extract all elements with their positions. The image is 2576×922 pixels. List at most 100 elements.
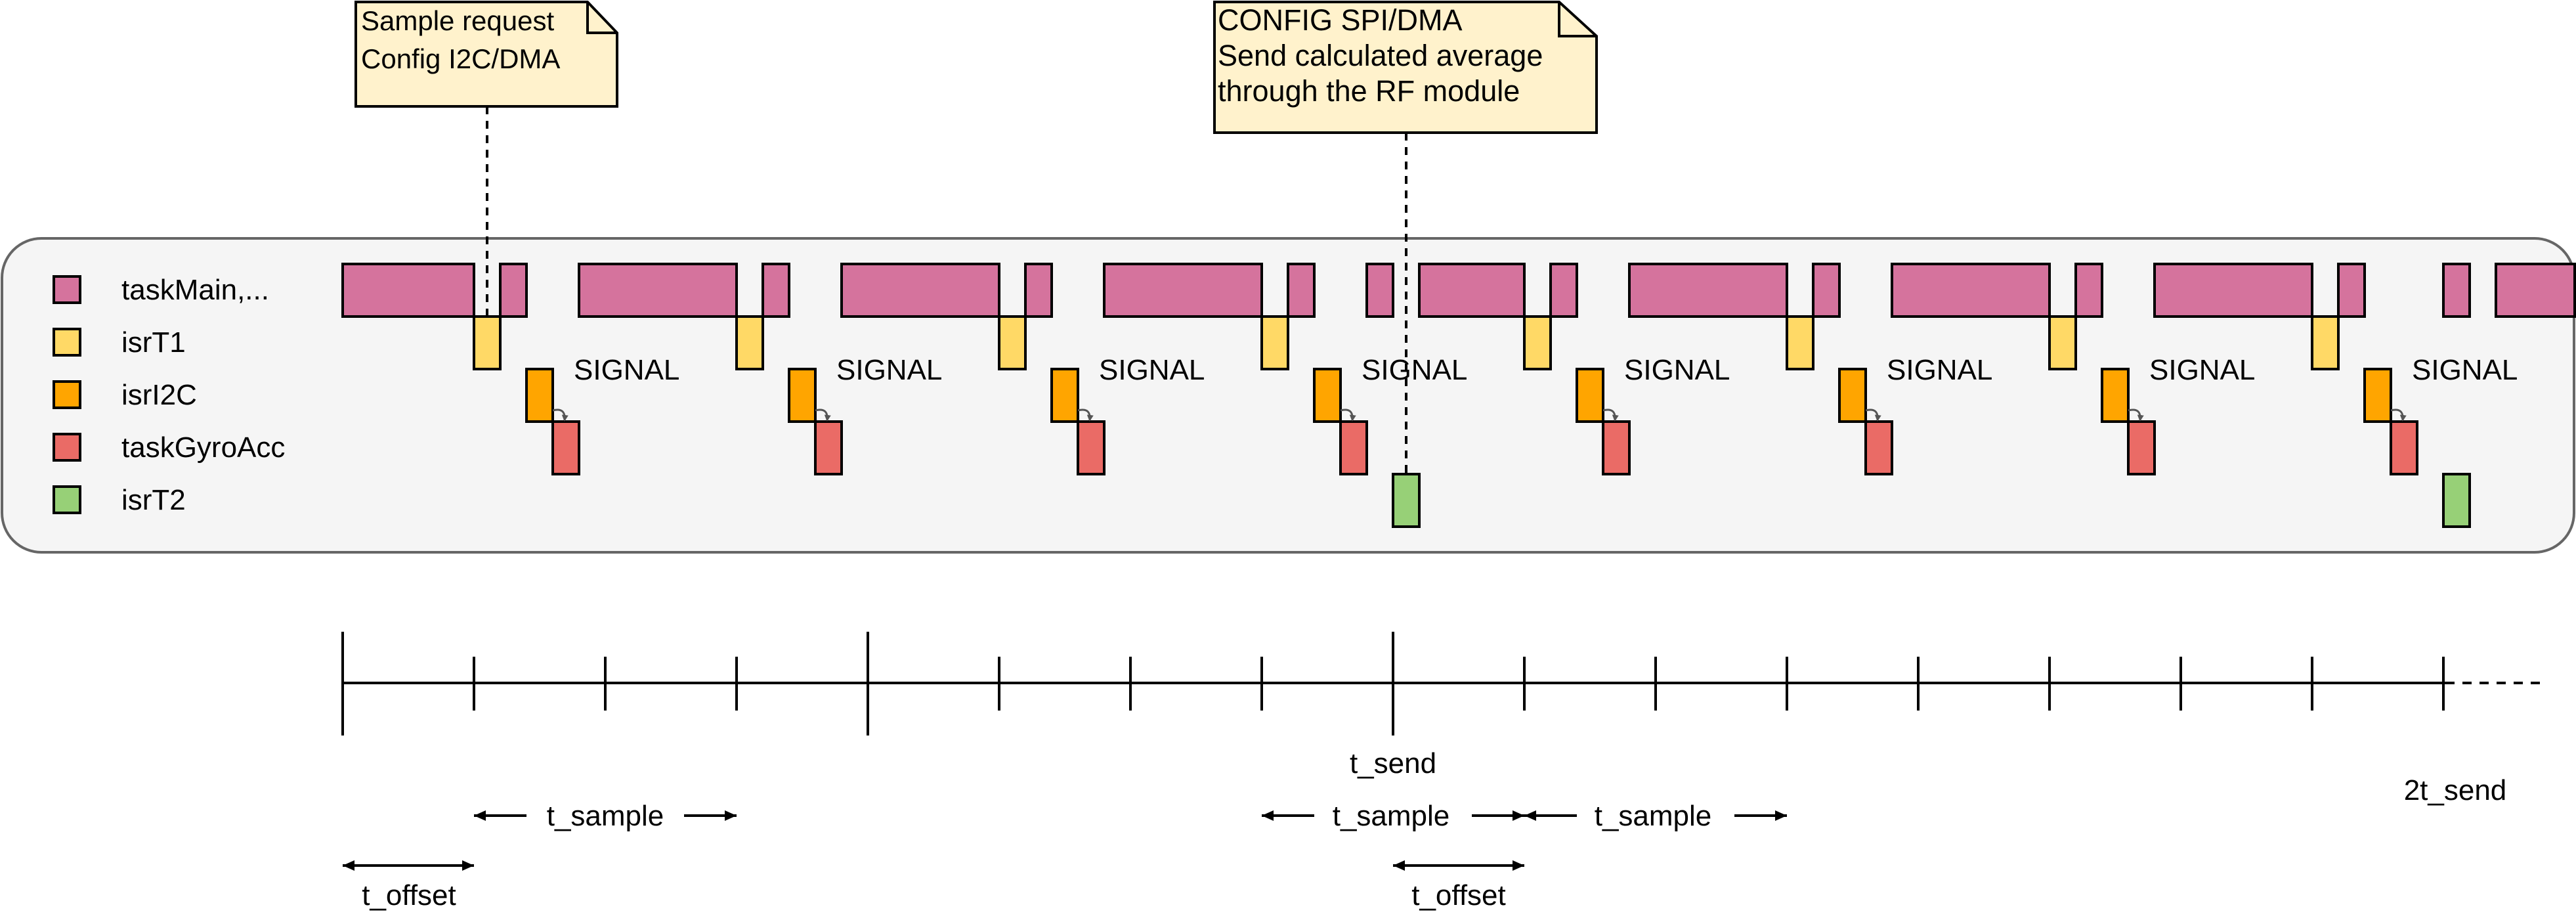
taskmain-bar (2442, 263, 2471, 318)
isrI2C-bar (1576, 368, 1604, 423)
signal-arrow-icon (552, 408, 569, 422)
send-note-line3: through the RF module (1218, 74, 1520, 108)
sample-request-note: Sample request Config I2C/DMA (354, 1, 618, 108)
taskmain-bar (1891, 263, 2051, 318)
config-spi-note: CONFIG SPI/DMA Send calculated average t… (1213, 1, 1598, 134)
isrI2C-bar (1838, 368, 1867, 423)
legend-swatch-taskGyroAcc (53, 433, 81, 462)
taskmain-bar (1812, 263, 1841, 318)
isrT1-bar (998, 315, 1027, 370)
isrT1-bar (2048, 315, 2077, 370)
taskmain-bar (1365, 263, 1394, 318)
signal-arrow-icon (2128, 408, 2144, 422)
taskmain-bar (762, 263, 790, 318)
isrI2C-bar (1050, 368, 1079, 423)
legend-label-isrT2: isrT2 (121, 484, 186, 516)
taskGyroAcc-bar (1864, 420, 1893, 475)
taskmain-bar (2495, 263, 2576, 318)
taskmain-bar (840, 263, 1000, 318)
dimension-arrows (343, 810, 1787, 871)
taskmain-bar (2153, 263, 2313, 318)
signal-label: SIGNAL (836, 354, 942, 386)
taskGyroAcc-bar (2127, 420, 2156, 475)
signal-arrow-icon (1340, 408, 1356, 422)
t-offset-label-2: t_offset (1411, 879, 1506, 911)
send-note-line2: Send calculated average (1218, 39, 1543, 72)
t-offset-arrow-1-right-arrowhead (462, 860, 474, 871)
taskmain-bar (1418, 263, 1526, 318)
t-sample-arrow-1-left-arrowhead (474, 810, 486, 821)
legend-swatch-taskMain (53, 275, 81, 304)
t-sample-arrow-2-left-arrowhead (1262, 810, 1274, 821)
signal-label: SIGNAL (1362, 354, 1467, 386)
taskmain-bar (2337, 263, 2366, 318)
t-sample-arrow-3-left-arrowhead (1524, 810, 1536, 821)
taskmain-bar (1103, 263, 1263, 318)
t-send-label: t_send (1350, 747, 1436, 779)
signal-arrow-icon (1077, 408, 1094, 422)
legend-swatch-isrT2 (53, 485, 81, 514)
t-sample-arrow-3-right-arrowhead (1775, 810, 1787, 821)
signal-arrow-icon (815, 408, 831, 422)
isrT2-bar (1392, 473, 1421, 528)
isrI2C-bar (525, 368, 554, 423)
isrI2C-bar (2101, 368, 2130, 423)
signal-label: SIGNAL (574, 354, 679, 386)
signal-label: SIGNAL (1887, 354, 1992, 386)
signal-label: SIGNAL (2412, 354, 2518, 386)
legend: taskMain,... isrT1 isrI2C taskGyroAcc isrT2 (53, 274, 285, 516)
task-bars: SIGNAL SIGNAL SIGNAL SIGNAL SIGNAL SIGNAL SIGN… (341, 263, 2576, 528)
isrT1-bar (473, 315, 502, 370)
signal-label: SIGNAL (2149, 354, 2255, 386)
legend-label-isrI2C: isrI2C (121, 379, 197, 411)
taskGyroAcc-bar (814, 420, 843, 475)
isrT1-bar (1260, 315, 1289, 370)
isrT1-bar (1786, 315, 1814, 370)
isrI2C-bar (1313, 368, 1342, 423)
taskGyroAcc-bar (1077, 420, 1106, 475)
signal-arrow-icon (1865, 408, 1881, 422)
legend-swatch-isrI2C (53, 380, 81, 409)
isrT1-bar (2311, 315, 2340, 370)
isrT1-bar (1523, 315, 1552, 370)
t-sample-label-1: t_sample (547, 800, 664, 832)
taskmain-bar (2074, 263, 2103, 318)
legend-label-taskMain: taskMain,... (121, 274, 269, 306)
legend-swatch-isrT1 (53, 328, 81, 357)
taskmain-bar (578, 263, 738, 318)
t-sample-label-2: t_sample (1333, 800, 1450, 832)
t-offset-arrow-2-right-arrowhead (1513, 860, 1524, 871)
t-offset-arrow-1-left-arrowhead (343, 860, 354, 871)
two-t-send-label: 2t_send (2404, 774, 2507, 806)
t-sample-arrow-1-right-arrowhead (725, 810, 737, 821)
t-offset-label-1: t_offset (362, 879, 456, 911)
signal-label: SIGNAL (1099, 354, 1205, 386)
t-sample-label-3: t_sample (1595, 800, 1712, 832)
signal-label: SIGNAL (1624, 354, 1730, 386)
t-sample-arrow-2-right-arrowhead (1513, 810, 1524, 821)
isrI2C-bar (2363, 368, 2392, 423)
taskmain-bar (1628, 263, 1788, 318)
taskGyroAcc-bar (551, 420, 580, 475)
isrI2C-bar (788, 368, 817, 423)
taskmain-bar (499, 263, 528, 318)
taskGyroAcc-bar (1602, 420, 1631, 475)
sample-note-line2: Config I2C/DMA (361, 43, 560, 74)
taskGyroAcc-bar (1339, 420, 1368, 475)
signal-arrow-icon (1602, 408, 1619, 422)
taskGyroAcc-bar (2390, 420, 2418, 475)
taskmain-bar (1287, 263, 1316, 318)
legend-label-taskGyroAcc: taskGyroAcc (121, 431, 285, 464)
time-axis (341, 632, 2547, 735)
taskmain-bar (1549, 263, 1578, 318)
legend-label-isrT1: isrT1 (121, 326, 186, 359)
signal-arrow-icon (2390, 408, 2407, 422)
taskmain-bar (341, 263, 475, 318)
sample-note-line1: Sample request (361, 5, 554, 36)
isrT1-bar (735, 315, 764, 370)
send-note-line1: CONFIG SPI/DMA (1218, 3, 1463, 37)
t-offset-arrow-2-left-arrowhead (1393, 860, 1405, 871)
taskmain-bar (1024, 263, 1053, 318)
isrT2-bar (2442, 473, 2471, 528)
